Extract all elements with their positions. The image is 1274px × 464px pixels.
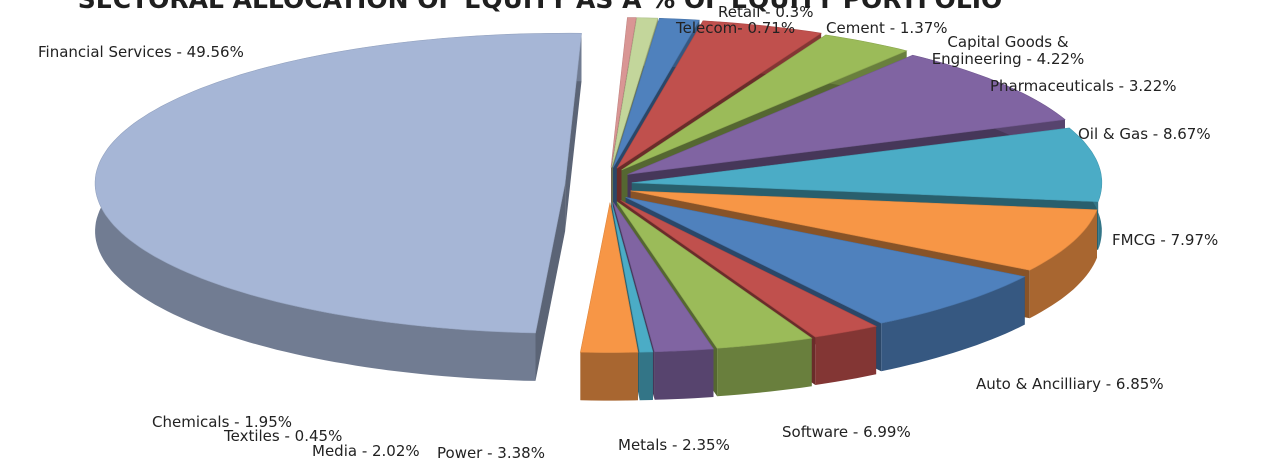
slice xyxy=(630,190,1098,271)
slice-label: Retail - 0.3% xyxy=(718,3,814,21)
slice xyxy=(580,202,639,353)
slice-edge xyxy=(881,276,1025,372)
slice-label: Power - 3.38% xyxy=(437,444,545,462)
chart-title: SECTORAL ALLOCATION OF EQUITY AS A % OF … xyxy=(78,0,1003,14)
slice-label: Auto & Ancilliary - 6.85% xyxy=(976,375,1164,393)
slice xyxy=(612,17,700,168)
slice-label: Financial Services - 49.56% xyxy=(38,43,244,61)
slice-label: Telecom- 0.71% xyxy=(676,19,796,37)
slice xyxy=(631,127,1103,203)
slice xyxy=(625,197,1026,324)
slice-label: Chemicals - 1.95% xyxy=(152,413,293,431)
slice xyxy=(610,17,637,168)
slice-label: FMCG - 7.97% xyxy=(1112,231,1219,249)
slice xyxy=(616,201,813,349)
slice-side xyxy=(535,183,566,381)
slice-edge xyxy=(639,352,653,401)
slice-label: Oil & Gas - 8.67% xyxy=(1078,125,1211,143)
slice xyxy=(627,54,1066,175)
slice xyxy=(94,32,582,334)
slice xyxy=(621,34,908,171)
slice xyxy=(616,20,822,169)
slice-label: Capital Goods & Engineering - 4.22% xyxy=(931,33,1085,68)
slice-edge xyxy=(717,338,812,397)
slice-edge xyxy=(654,349,714,400)
slice xyxy=(611,202,654,353)
slice-label: Cement - 1.37% xyxy=(826,19,948,37)
slice-edge xyxy=(1029,209,1097,319)
slice xyxy=(611,17,659,168)
slice xyxy=(613,202,715,353)
slice-label: Pharmaceuticals - 3.22% xyxy=(990,77,1177,95)
slice xyxy=(620,200,878,338)
slice-label: Textiles - 0.45% xyxy=(224,427,343,445)
slice-edge xyxy=(815,326,877,385)
slice-side xyxy=(565,33,582,232)
slice-edge xyxy=(580,352,638,401)
slice-label: Metals - 2.35% xyxy=(618,436,730,454)
slice-label: Media - 2.02% xyxy=(312,442,420,460)
slice-label: Software - 6.99% xyxy=(782,423,911,441)
